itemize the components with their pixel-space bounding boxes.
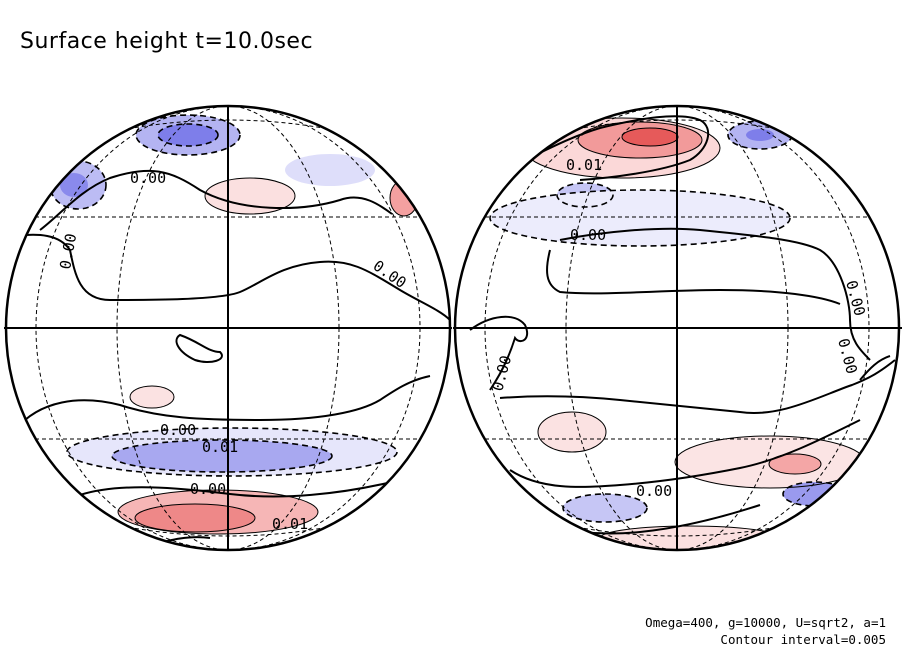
zero-contour (859, 355, 891, 381)
contour-label: 0.00 (636, 482, 672, 500)
zero-contour (559, 227, 871, 361)
zero-contour (546, 249, 841, 305)
contour-label: 0.00 (370, 257, 410, 292)
neg-anomaly (158, 124, 218, 146)
left-contour-labels: 0.00 0.00 0.00 0.00 0.01 0.00 0.01 (56, 169, 409, 533)
zero-contour (489, 115, 710, 181)
zero-contour (175, 333, 223, 363)
zero-contour (469, 315, 529, 391)
contour-label: 0.00 (488, 353, 515, 393)
neg-anomaly (746, 129, 774, 141)
zero-contour (509, 419, 861, 488)
zero-contour (7, 233, 450, 321)
left-contours (7, 169, 450, 546)
right-globe: 0.01 0.00 0.00 0.00 0.00 0.00 (453, 104, 902, 552)
zero-contour (39, 169, 393, 231)
contour-label: 0.00 (570, 226, 606, 244)
contour-label: 0.01 (566, 156, 602, 174)
neg-anomaly (285, 154, 375, 186)
neg-anomaly (112, 440, 332, 472)
contour-label: 0.01 (202, 438, 238, 456)
parameters-text: Omega=400, g=10000, U=sqrt2, a=1 (645, 615, 886, 630)
contour-label: 0.00 (190, 480, 226, 498)
contour-label: 0.00 (56, 232, 80, 271)
pos-anomaly (538, 412, 606, 452)
pos-anomaly (622, 128, 678, 146)
neg-anomaly (60, 173, 88, 197)
zero-contour (499, 359, 896, 414)
contour-interval-text: Contour interval=0.005 (720, 632, 886, 647)
contour-label: 0.00 (160, 421, 196, 439)
contour-label: 0.00 (834, 336, 861, 376)
pos-anomaly (769, 454, 821, 474)
right-contours (469, 115, 896, 535)
contour-label: 0.00 (842, 278, 869, 318)
zero-contour (79, 479, 401, 498)
pos-anomaly (130, 386, 174, 408)
contour-label: 0.00 (130, 169, 166, 187)
chart-title: Surface height t=10.0sec (20, 29, 313, 54)
right-thin-contours (523, 117, 866, 550)
contour-label: 0.01 (272, 515, 308, 533)
neg-anomaly (563, 494, 647, 522)
zero-contour (14, 375, 431, 431)
left-globe: 0.00 0.00 0.00 0.00 0.01 0.00 0.01 (4, 104, 452, 552)
left-thin-contours (117, 177, 419, 535)
